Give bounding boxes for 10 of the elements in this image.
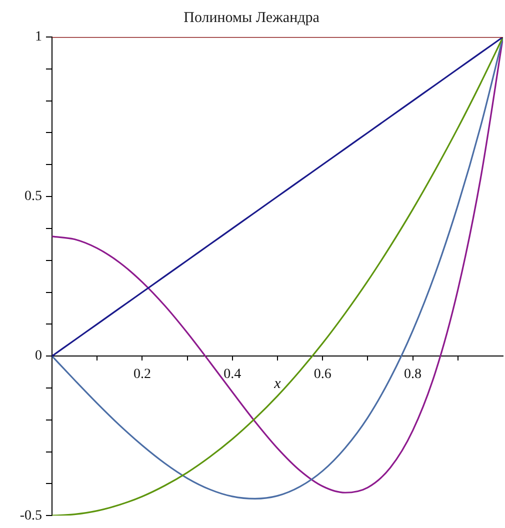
x-tick-label: 0.6 <box>314 367 332 382</box>
chart-title: Полиномы Лежандра <box>184 10 320 26</box>
x-tick-label: 0.2 <box>133 367 151 382</box>
y-tick-label: 0 <box>35 348 42 364</box>
y-tick-label: 1 <box>35 30 42 45</box>
x-tick-label: 0.8 <box>404 367 422 382</box>
x-axis-title: x <box>273 376 282 392</box>
y-tick-label: 0.5 <box>24 189 42 204</box>
x-tick-label: 0.4 <box>224 367 242 382</box>
y-tick-label: -0.5 <box>20 508 42 524</box>
